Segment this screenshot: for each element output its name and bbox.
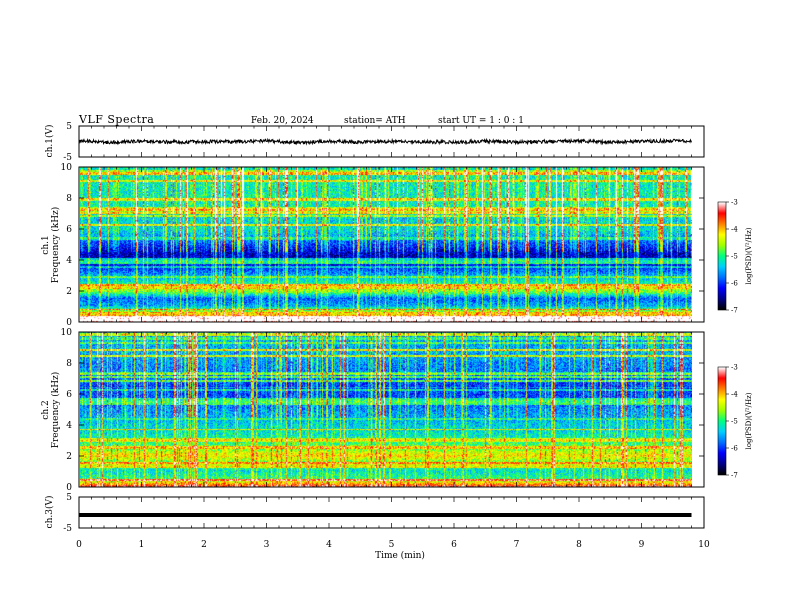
ch1-colorbar: -3 -4 -5 -6 -7 log(PSD)(V²/Hz) <box>717 199 753 315</box>
ch1-freq-tick-label: 2 <box>66 287 72 297</box>
ch2-colorbar-tick-label: -3 <box>731 364 738 372</box>
ch2-colorbar-tick-label: -6 <box>731 445 738 453</box>
time-tick-label: 10 <box>698 540 710 550</box>
time-tick-label: 0 <box>76 540 82 550</box>
ch1-waveform-ylabel: ch.1(V) <box>44 125 55 158</box>
ch1-ytick-bottom: -5 <box>63 153 72 163</box>
ch2-colorbar-tick-label: -5 <box>731 418 738 426</box>
ch1-colorbar-tick-label: -6 <box>731 280 738 288</box>
ch2-colorbar-tick-label: -4 <box>731 391 738 399</box>
station-label: station= ATH <box>344 116 406 126</box>
ch1-colorbar-tick-label: -5 <box>731 253 738 261</box>
ch3-ytick-bottom: -5 <box>63 524 72 534</box>
ch2-colorbar-gradient <box>718 367 726 475</box>
time-axis-label: Time (min) <box>375 550 425 561</box>
ch1-freq-tick-label: 0 <box>66 318 72 328</box>
ch1-spectrogram-panel: 0 2 4 6 8 10 ch.1 Frequency (kHz) <box>41 163 705 328</box>
ch1-waveform-line <box>78 137 692 146</box>
date-label: Feb. 20, 2024 <box>251 116 314 126</box>
time-tick-label: 8 <box>576 540 582 550</box>
ch2-freq-tick-label: 6 <box>66 390 72 400</box>
figure-title: VLF Spectra <box>78 113 154 126</box>
ch2-freq-tick-label: 2 <box>66 452 72 462</box>
start-ut-label: start UT = 1 : 0 : 1 <box>438 116 524 126</box>
time-tick-labels: 0 1 2 3 4 5 6 7 8 9 10 <box>76 540 710 550</box>
ch1-colorbar-tick-label: -3 <box>731 199 738 207</box>
time-tick-label: 6 <box>451 540 457 550</box>
ch1-spectrogram-image <box>80 167 692 322</box>
time-tick-label: 9 <box>639 540 645 550</box>
ch1-waveform-panel: 5 -5 ch.1(V) <box>44 122 705 163</box>
ch2-freq-tick-label: 8 <box>66 359 72 369</box>
ch1-spectrogram-ylabel-line1: ch.1 <box>41 235 51 254</box>
ch1-colorbar-label: log(PSD)(V²/Hz) <box>745 227 753 284</box>
ch1-spectrogram-ylabel-line2: Frequency (kHz) <box>50 207 61 284</box>
ch1-colorbar-tick-label: -4 <box>731 226 738 234</box>
ch2-freq-tick-label: 10 <box>61 328 73 338</box>
ch2-colorbar: -3 -4 -5 -6 -7 log(PSD)(V²/Hz) <box>717 364 753 480</box>
time-tick-label: 5 <box>389 540 395 550</box>
ch3-ytick-top: 5 <box>66 493 72 503</box>
ch2-spectrogram-ylabel-line1: ch.2 <box>41 400 51 419</box>
ch1-freq-tick-label: 4 <box>66 256 72 266</box>
time-tick-label: 3 <box>264 540 270 550</box>
ch1-freq-tick-label: 10 <box>61 163 73 173</box>
ch1-ytick-top: 5 <box>66 122 72 132</box>
ch2-spectrogram-panel: 0 2 4 6 8 10 ch.2 Frequency (kHz) <box>41 328 705 493</box>
ch1-freq-tick-label: 6 <box>66 225 72 235</box>
time-tick-label: 1 <box>139 540 145 550</box>
ch1-freq-tick-label: 8 <box>66 194 72 204</box>
time-ticks <box>78 126 705 528</box>
ch2-freq-tick-label: 0 <box>66 483 72 493</box>
ch3-waveform-ylabel: ch.3(V) <box>44 496 55 529</box>
ch3-waveform-panel: 5 -5 ch.3(V) <box>44 493 705 534</box>
ch1-colorbar-tick-label: -7 <box>731 307 738 315</box>
ch2-freq-tick-label: 4 <box>66 421 72 431</box>
time-tick-label: 2 <box>201 540 207 550</box>
ch2-colorbar-tick-label: -7 <box>731 472 738 480</box>
ch1-colorbar-gradient <box>718 202 726 310</box>
ch2-spectrogram-image <box>80 332 692 487</box>
time-tick-label: 7 <box>514 540 520 550</box>
ch2-spectrogram-ylabel-line2: Frequency (kHz) <box>50 372 61 449</box>
ch2-colorbar-label: log(PSD)(V²/Hz) <box>745 392 753 449</box>
time-tick-label: 4 <box>326 540 332 550</box>
